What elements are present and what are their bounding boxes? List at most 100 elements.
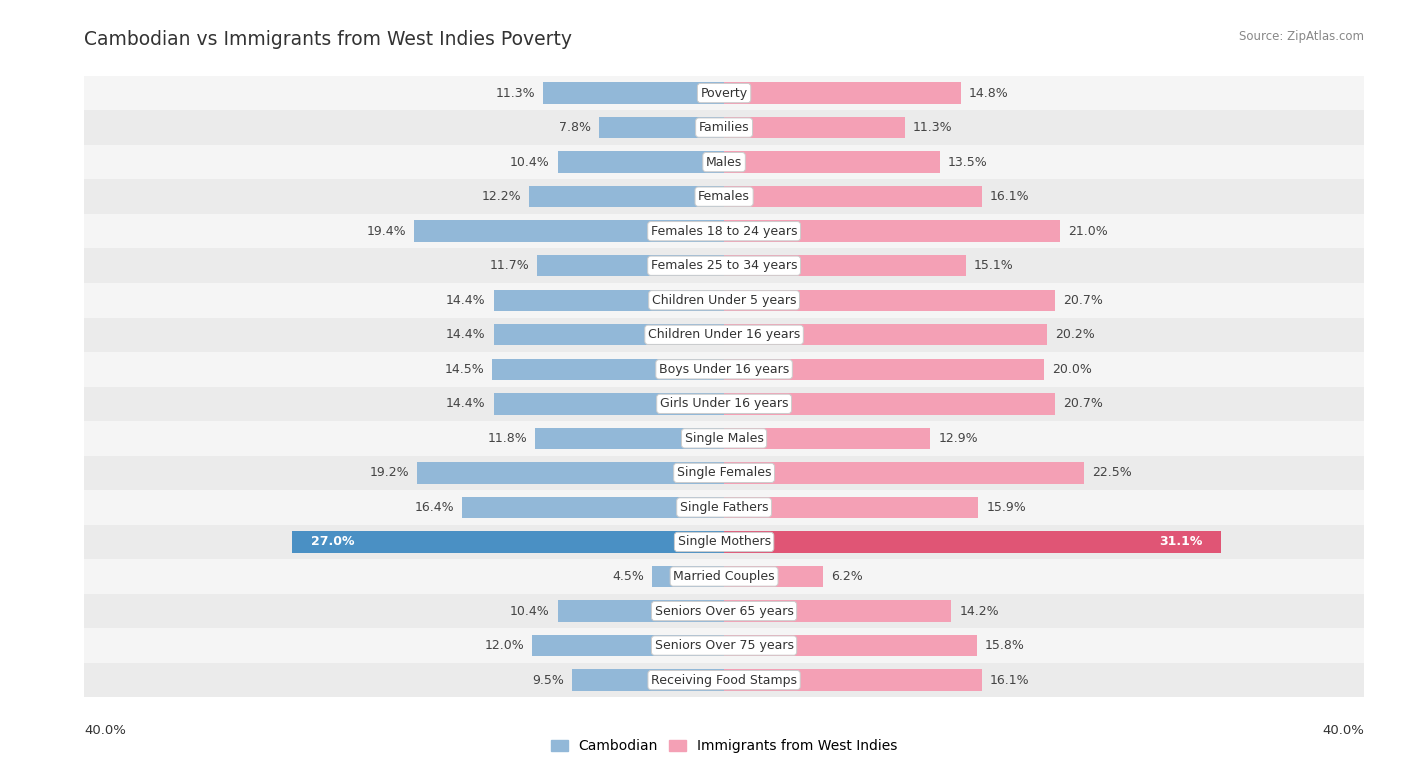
Text: 10.4%: 10.4% xyxy=(510,605,550,618)
Bar xyxy=(537,255,724,277)
Bar xyxy=(724,83,960,104)
FancyBboxPatch shape xyxy=(84,214,1364,249)
Text: Children Under 16 years: Children Under 16 years xyxy=(648,328,800,341)
Text: Single Females: Single Females xyxy=(676,466,772,479)
Text: 12.2%: 12.2% xyxy=(481,190,522,203)
Text: 6.2%: 6.2% xyxy=(831,570,863,583)
Bar xyxy=(724,635,977,656)
Text: Source: ZipAtlas.com: Source: ZipAtlas.com xyxy=(1239,30,1364,43)
Bar xyxy=(494,290,724,311)
Text: 7.8%: 7.8% xyxy=(560,121,592,134)
Bar xyxy=(529,186,724,208)
FancyBboxPatch shape xyxy=(84,283,1364,318)
Text: 20.2%: 20.2% xyxy=(1054,328,1095,341)
Bar xyxy=(652,565,724,587)
Text: 12.9%: 12.9% xyxy=(938,432,979,445)
Text: Females 18 to 24 years: Females 18 to 24 years xyxy=(651,224,797,238)
Bar xyxy=(461,496,724,518)
FancyBboxPatch shape xyxy=(84,145,1364,180)
Text: 15.9%: 15.9% xyxy=(987,501,1026,514)
Text: Males: Males xyxy=(706,155,742,168)
Text: Boys Under 16 years: Boys Under 16 years xyxy=(659,363,789,376)
Text: 13.5%: 13.5% xyxy=(948,155,988,168)
Bar xyxy=(494,393,724,415)
Text: Seniors Over 75 years: Seniors Over 75 years xyxy=(655,639,793,652)
Text: 15.1%: 15.1% xyxy=(973,259,1014,272)
Text: Girls Under 16 years: Girls Under 16 years xyxy=(659,397,789,410)
Text: Married Couples: Married Couples xyxy=(673,570,775,583)
Bar xyxy=(724,669,981,691)
Text: 31.1%: 31.1% xyxy=(1159,535,1202,549)
Text: 19.2%: 19.2% xyxy=(370,466,409,479)
Bar xyxy=(724,186,981,208)
FancyBboxPatch shape xyxy=(84,421,1364,456)
Text: 11.7%: 11.7% xyxy=(489,259,529,272)
Legend: Cambodian, Immigrants from West Indies: Cambodian, Immigrants from West Indies xyxy=(546,734,903,758)
Text: 11.8%: 11.8% xyxy=(488,432,527,445)
Text: 14.8%: 14.8% xyxy=(969,86,1008,99)
FancyBboxPatch shape xyxy=(84,76,1364,111)
Bar xyxy=(536,428,724,449)
FancyBboxPatch shape xyxy=(84,594,1364,628)
Bar xyxy=(413,221,724,242)
Text: 20.0%: 20.0% xyxy=(1052,363,1092,376)
FancyBboxPatch shape xyxy=(84,111,1364,145)
FancyBboxPatch shape xyxy=(84,249,1364,283)
Text: 14.4%: 14.4% xyxy=(446,397,486,410)
Text: 40.0%: 40.0% xyxy=(84,724,127,737)
Bar xyxy=(724,221,1060,242)
Text: 16.1%: 16.1% xyxy=(990,190,1029,203)
Bar xyxy=(724,117,905,138)
Text: 16.4%: 16.4% xyxy=(415,501,454,514)
Bar xyxy=(494,324,724,346)
Bar xyxy=(724,600,952,622)
Text: Females 25 to 34 years: Females 25 to 34 years xyxy=(651,259,797,272)
Text: Seniors Over 65 years: Seniors Over 65 years xyxy=(655,605,793,618)
Text: 22.5%: 22.5% xyxy=(1092,466,1132,479)
Bar xyxy=(724,359,1043,380)
Text: 16.1%: 16.1% xyxy=(990,674,1029,687)
Text: 27.0%: 27.0% xyxy=(312,535,354,549)
Bar xyxy=(533,635,724,656)
Text: 20.7%: 20.7% xyxy=(1063,397,1104,410)
Text: Children Under 5 years: Children Under 5 years xyxy=(652,294,796,307)
Text: 14.4%: 14.4% xyxy=(446,328,486,341)
Bar xyxy=(599,117,724,138)
Text: Single Fathers: Single Fathers xyxy=(681,501,768,514)
Bar xyxy=(724,290,1054,311)
Text: 10.4%: 10.4% xyxy=(510,155,550,168)
FancyBboxPatch shape xyxy=(84,318,1364,352)
FancyBboxPatch shape xyxy=(84,662,1364,697)
Bar xyxy=(724,428,931,449)
Bar xyxy=(724,152,941,173)
Text: Females: Females xyxy=(699,190,749,203)
Bar xyxy=(724,531,1222,553)
FancyBboxPatch shape xyxy=(84,490,1364,525)
Bar xyxy=(492,359,724,380)
FancyBboxPatch shape xyxy=(84,456,1364,490)
FancyBboxPatch shape xyxy=(84,387,1364,421)
Bar xyxy=(558,600,724,622)
Text: 19.4%: 19.4% xyxy=(366,224,406,238)
Text: 14.5%: 14.5% xyxy=(444,363,484,376)
Text: 14.4%: 14.4% xyxy=(446,294,486,307)
Text: 11.3%: 11.3% xyxy=(912,121,952,134)
Text: 15.8%: 15.8% xyxy=(984,639,1025,652)
Bar xyxy=(572,669,724,691)
Bar xyxy=(724,255,966,277)
Bar xyxy=(724,496,979,518)
Bar xyxy=(543,83,724,104)
FancyBboxPatch shape xyxy=(84,525,1364,559)
Text: 11.3%: 11.3% xyxy=(496,86,536,99)
Text: Single Males: Single Males xyxy=(685,432,763,445)
Text: Single Mothers: Single Mothers xyxy=(678,535,770,549)
Text: Cambodian vs Immigrants from West Indies Poverty: Cambodian vs Immigrants from West Indies… xyxy=(84,30,572,49)
Bar xyxy=(418,462,724,484)
Bar xyxy=(724,462,1084,484)
FancyBboxPatch shape xyxy=(84,352,1364,387)
Bar xyxy=(724,393,1054,415)
Bar xyxy=(292,531,724,553)
Text: 12.0%: 12.0% xyxy=(485,639,524,652)
Text: 14.2%: 14.2% xyxy=(959,605,998,618)
Text: Receiving Food Stamps: Receiving Food Stamps xyxy=(651,674,797,687)
